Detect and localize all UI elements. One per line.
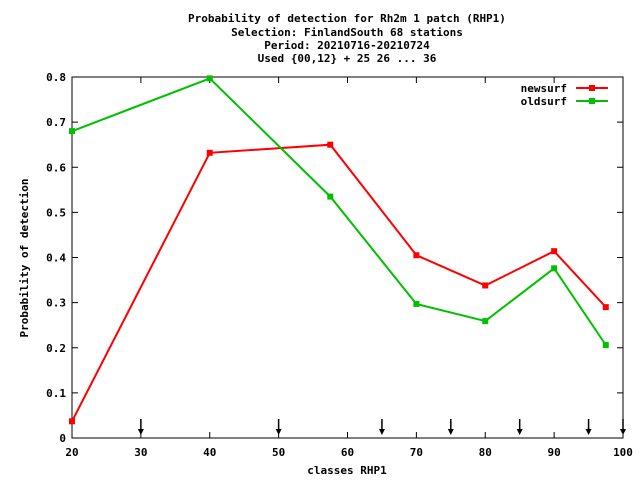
arrow-marker <box>620 419 626 435</box>
data-point-newsurf <box>602 304 609 311</box>
arrow-marker <box>516 419 523 435</box>
y-tick-label: 0.6 <box>46 161 66 174</box>
y-tick-label: 0 <box>59 432 66 445</box>
x-tick-label: 80 <box>479 446 492 459</box>
arrow-head <box>137 429 144 435</box>
x-tick-label: 60 <box>341 446 354 459</box>
arrow-head <box>447 429 454 435</box>
data-point-newsurf <box>413 252 420 259</box>
data-point-oldsurf <box>602 342 609 349</box>
y-tick-label: 0.1 <box>46 387 66 400</box>
x-tick-label: 20 <box>65 446 78 459</box>
x-axis: 20 30 40 50 60 70 80 90 100 <box>65 77 633 459</box>
y-tick-label: 0.7 <box>46 116 66 129</box>
x-tick-label: 40 <box>203 446 216 459</box>
arrow-head <box>620 429 626 435</box>
title-line-2: Selection: FinlandSouth 68 stations <box>231 26 463 39</box>
title-line-1: Probability of detection for Rh2m 1 patc… <box>188 12 506 25</box>
x-axis-label: classes RHP1 <box>307 464 387 477</box>
data-point-newsurf <box>69 418 75 425</box>
arrow-head <box>585 429 592 435</box>
legend-item-oldsurf: oldsurf <box>521 95 608 108</box>
y-tick-label: 0.2 <box>46 342 66 355</box>
legend-swatch-marker <box>589 98 595 104</box>
y-tick-label: 0.8 <box>46 71 66 84</box>
arrow-head <box>516 429 523 435</box>
legend-label: newsurf <box>521 82 567 95</box>
series-line-oldsurf <box>71 77 607 346</box>
series-line-newsurf <box>71 143 607 422</box>
arrow-head <box>275 429 282 435</box>
chart-title: Probability of detection for Rh2m 1 patc… <box>188 12 506 65</box>
arrow-marker <box>447 419 454 435</box>
arrow-markers <box>137 419 626 435</box>
title-line-3: Period: 20210716-20210724 <box>264 39 430 52</box>
data-point-oldsurf <box>206 75 213 82</box>
data-point-newsurf <box>551 248 558 255</box>
data-point-oldsurf <box>551 265 558 272</box>
series-oldsurf <box>69 75 609 349</box>
data-point-newsurf <box>327 141 334 148</box>
data-point-newsurf <box>206 149 213 156</box>
data-point-oldsurf <box>413 300 420 307</box>
x-tick-label: 30 <box>134 446 147 459</box>
x-tick-label: 100 <box>613 446 633 459</box>
y-axis: 0 0.1 0.2 0.3 0.4 0.5 0.6 0.7 0.8 <box>46 71 623 445</box>
y-tick-label: 0.5 <box>46 206 66 219</box>
x-tick-label: 90 <box>548 446 561 459</box>
data-series <box>69 75 609 425</box>
y-axis-label: Probability of detection <box>18 179 31 338</box>
y-tick-label: 0.3 <box>46 297 66 310</box>
x-tick-label: 70 <box>410 446 423 459</box>
legend-item-newsurf: newsurf <box>521 82 608 95</box>
arrow-marker <box>585 419 592 435</box>
arrow-marker <box>275 419 282 435</box>
arrow-head <box>378 429 385 435</box>
series-newsurf <box>69 141 609 425</box>
arrow-marker <box>378 419 385 435</box>
legend-swatch-marker <box>589 85 595 91</box>
data-point-oldsurf <box>482 318 489 325</box>
y-tick-label: 0.4 <box>46 252 66 265</box>
title-line-4: Used {00,12} + 25 26 ... 36 <box>258 52 437 65</box>
data-point-newsurf <box>482 282 489 289</box>
x-tick-label: 50 <box>272 446 285 459</box>
arrow-marker <box>137 419 144 435</box>
data-point-oldsurf <box>69 128 75 135</box>
data-point-oldsurf <box>327 193 334 200</box>
legend-label: oldsurf <box>521 95 567 108</box>
